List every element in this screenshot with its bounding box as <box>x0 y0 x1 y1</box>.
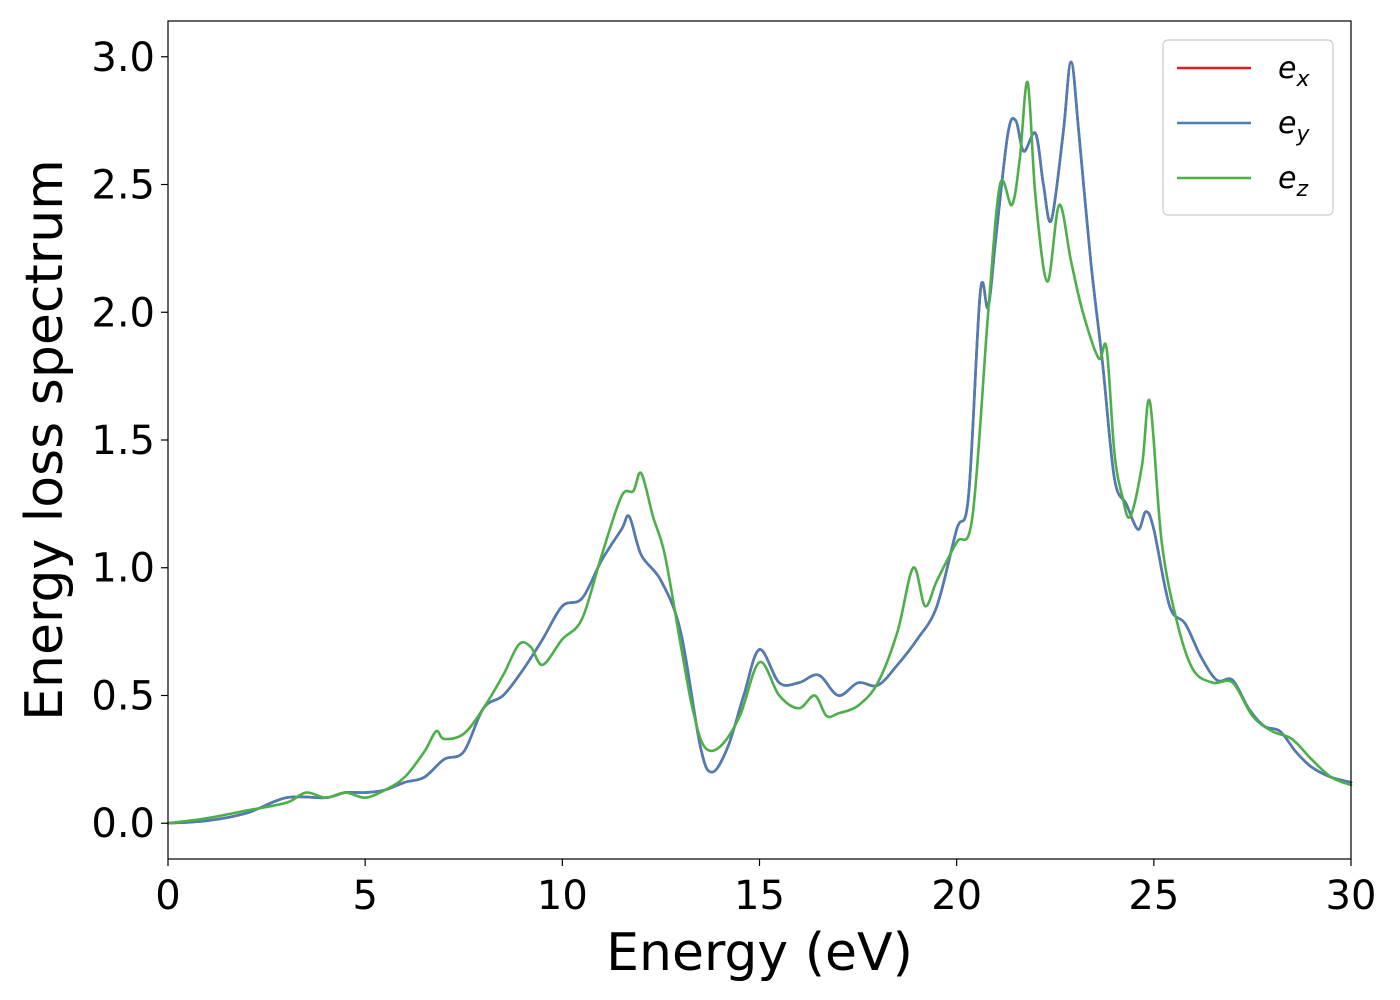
x-axis-label: Energy (eV) <box>606 923 913 983</box>
y-tick-label: 0.0 <box>91 801 155 847</box>
series-layer <box>166 60 1353 825</box>
legend-label-z: ez <box>1278 161 1308 202</box>
legend-label-y: ey <box>1278 106 1310 147</box>
x-axis: 0 5 10 15 20 25 30 <box>155 859 1376 919</box>
y-tick-label: 2.5 <box>91 163 155 209</box>
y-axis-label: Energy loss spectrum <box>15 159 75 721</box>
x-tick-label: 5 <box>352 873 377 919</box>
y-axis: 0.0 0.5 1.0 1.5 2.0 2.5 3.0 <box>91 35 168 847</box>
legend: ex ey ez <box>1162 39 1334 216</box>
x-tick-label: 15 <box>734 873 785 919</box>
y-tick-label: 2.0 <box>91 290 155 336</box>
series-line-z <box>166 81 1353 825</box>
x-tick-label: 20 <box>931 873 982 919</box>
x-tick-label: 25 <box>1128 873 1179 919</box>
y-tick-label: 1.0 <box>91 546 155 592</box>
y-tick-label: 0.5 <box>91 673 155 719</box>
x-tick-label: 30 <box>1326 873 1377 919</box>
x-tick-label: 10 <box>537 873 588 919</box>
y-tick-label: 1.5 <box>91 418 155 464</box>
x-tick-label: 0 <box>155 873 180 919</box>
legend-label-x: ex <box>1278 51 1310 92</box>
y-tick-label: 3.0 <box>91 35 155 81</box>
legend-box <box>1162 39 1334 216</box>
